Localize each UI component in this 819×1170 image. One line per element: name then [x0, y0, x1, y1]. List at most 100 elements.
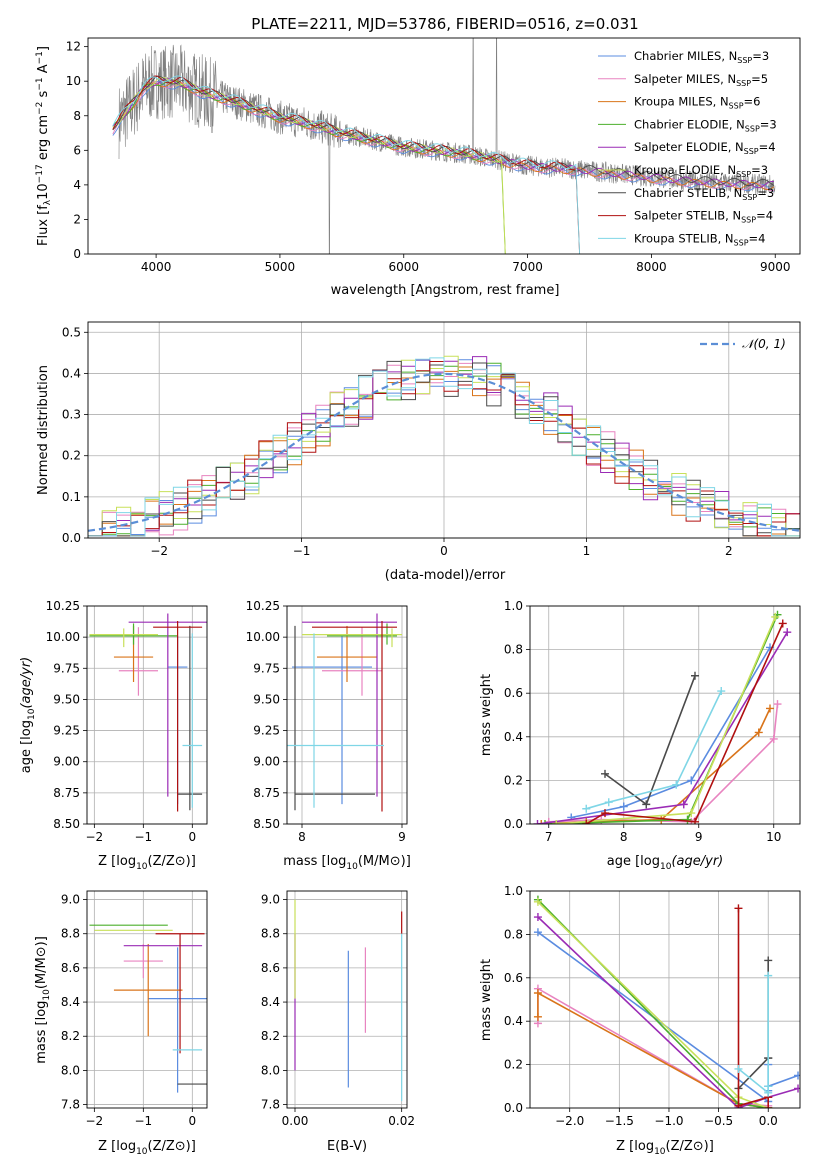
histogram-kroupa-stelib	[88, 357, 800, 537]
weight-marker	[672, 780, 681, 789]
y-tick-label: 8.2	[261, 1029, 280, 1043]
weight-marker	[642, 800, 651, 809]
y-tick-label: 9.0	[61, 893, 80, 907]
weight-marker	[773, 700, 782, 709]
x-tick-label: 1	[583, 544, 591, 558]
x-tick-label: 0	[440, 544, 448, 558]
y-tick-label: 9.25	[253, 724, 280, 738]
plot-area	[533, 610, 792, 824]
y-tick-label: 8.4	[61, 995, 80, 1009]
model-spectrum	[112, 78, 775, 189]
y-axis-label: mass weight	[479, 674, 494, 756]
weight-marker	[582, 820, 591, 824]
axes-frame	[86, 890, 208, 1109]
weight-marker	[533, 913, 542, 922]
x-axis-label: E(B-V)	[327, 1139, 367, 1154]
y-axis-label: Flux [fλ10−17 erg cm−2 s−1 A−1]	[35, 46, 53, 246]
y-tick-label: 8.2	[61, 1029, 80, 1043]
weight-marker	[601, 809, 609, 818]
weight-marker	[771, 612, 780, 621]
y-tick-label: 0.4	[62, 366, 81, 380]
y-axis-label: mass [log10(M/M⊙)]	[34, 936, 52, 1064]
weight-series	[537, 931, 799, 1104]
weight-marker	[552, 820, 561, 824]
x-tick-label: 8	[298, 830, 306, 844]
panel-age_vs_Z: −2 −1 0 8.50 8.75 9.00 9.25 9.50 9.75 10.00 10.25 Z…	[19, 599, 208, 872]
legend-entry: 𝒩(0, 1)	[742, 337, 786, 351]
weight-marker	[537, 820, 546, 824]
plot-area	[533, 895, 800, 1108]
y-tick-label: 10.00	[46, 630, 80, 644]
weight-series	[604, 675, 696, 806]
y-tick-label: 7.8	[61, 1098, 80, 1112]
axis-label: Z [log10(Z/Z⊙)]	[616, 1139, 714, 1157]
weight-marker	[769, 734, 778, 743]
x-tick-label: −2	[85, 830, 103, 844]
y-tick-label: 8.75	[53, 786, 80, 800]
y-tick-label: 8.4	[261, 995, 280, 1009]
y-tick-label: 8	[73, 109, 81, 123]
y-tick-label: 8.50	[253, 817, 280, 831]
x-tick-label: 10	[766, 830, 781, 844]
y-tick-label: 8.8	[61, 927, 80, 941]
y-tick-label: 8.75	[253, 786, 280, 800]
axes-frame	[286, 605, 408, 825]
y-tick-label: 10.25	[246, 599, 280, 613]
x-tick-label: −2	[150, 544, 168, 558]
x-tick-label: 9000	[760, 260, 791, 274]
panel-weight_vs_Z: −2.0 −1.5 −1.0 −0.5 0.0 0.0 0.2 0.4 0.6 0.8 1.0 Z […	[479, 884, 801, 1157]
y-tick-label: 10	[66, 74, 81, 88]
x-tick-label: −0.5	[704, 1114, 733, 1128]
x-tick-label: 5000	[265, 260, 296, 274]
weight-marker	[691, 817, 699, 824]
y-tick-label: 2	[73, 212, 81, 226]
panel-mass_vs_ebv: 0.00 0.02 7.8 8.0 8.2 8.4 8.6 8.8 9.0 E(B-V)	[261, 890, 415, 1154]
weight-marker	[619, 802, 628, 811]
weight-marker	[582, 804, 591, 813]
panel-age_vs_mass: 8 9 8.50 8.75 9.00 9.25 9.50 9.75 10.00 10.25 mass…	[246, 599, 411, 872]
y-tick-label: 0.6	[504, 971, 523, 985]
weight-marker	[764, 971, 773, 980]
weight-series	[737, 960, 769, 1090]
y-tick-label: 0.2	[62, 449, 81, 463]
plot-area	[112, 38, 776, 254]
y-tick-label: 0.8	[504, 927, 523, 941]
model-spectrum	[112, 79, 506, 254]
x-tick-label: −1	[134, 830, 152, 844]
plot-area	[88, 355, 800, 537]
data-spectrum	[118, 38, 776, 254]
x-axis-label: age [log10(age/yr)	[607, 854, 723, 872]
x-tick-label: 2	[725, 544, 733, 558]
y-tick-label: 0.0	[504, 817, 523, 831]
plot-area	[294, 899, 403, 1102]
weight-marker	[533, 897, 542, 906]
axes-frame	[86, 605, 208, 825]
weight-series	[548, 704, 779, 823]
panel-residuals: −2 −1 0 1 2 0.0 0.1 0.2 0.3 0.4 0.5 𝒩(0, 1) (data-mo…	[36, 321, 801, 583]
x-tick-label: 7000	[512, 260, 543, 274]
x-tick-label: 6000	[388, 260, 419, 274]
x-tick-label: 7	[545, 830, 553, 844]
weight-marker	[794, 1084, 800, 1093]
axis-label: Z [log10(Z/Z⊙)]	[98, 1139, 196, 1157]
y-tick-label: 0.4	[504, 1014, 523, 1028]
legend: Chabrier MILES, NSSP=3 Salpeter MILES, NS…	[598, 49, 777, 247]
x-tick-label: 4000	[141, 260, 172, 274]
weight-series	[537, 987, 769, 1107]
y-tick-label: 10.00	[246, 630, 280, 644]
y-tick-label: 7.8	[261, 1098, 280, 1112]
axes-frame	[87, 37, 801, 255]
weight-marker	[687, 776, 696, 785]
weight-series	[585, 623, 784, 824]
y-tick-label: 10.25	[46, 599, 80, 613]
y-tick-label: 0.5	[62, 325, 81, 339]
weight-series	[541, 708, 771, 824]
weight-series	[737, 975, 769, 1095]
y-tick-label: 9.75	[253, 661, 280, 675]
x-tick-label: −2	[85, 1114, 103, 1128]
y-tick-label: 9.50	[53, 692, 80, 706]
y-tick-label: 0.2	[504, 773, 523, 787]
weight-marker	[734, 1101, 743, 1108]
weight-series	[586, 690, 723, 810]
y-tick-label: 8.6	[61, 961, 80, 975]
